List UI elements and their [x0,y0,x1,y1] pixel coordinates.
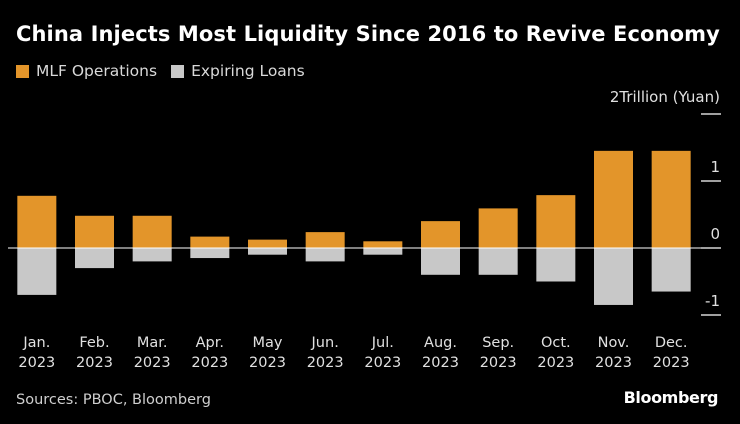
x-tick-year: 2023 [537,355,574,371]
bar-mlf-jul [363,241,403,248]
bar-mlf-oct [536,195,576,248]
x-tick-label: Sep. [482,335,514,351]
source-note: Sources: PBOC, Bloomberg [16,392,211,408]
bar-mlf-apr [190,236,230,248]
bar-expiring-jan [17,248,57,295]
x-tick-label: Jul. [371,335,394,351]
bar-mlf-mar [132,215,172,248]
x-tick-label: Apr. [196,335,224,351]
bar-mlf-aug [421,221,460,248]
legend-swatch-mlf [16,64,29,78]
x-tick-label: Feb. [79,335,109,351]
y-tick-label: 2Trillion (Yuan) [610,88,720,106]
x-tick-year: 2023 [653,355,690,371]
bar-expiring-apr [190,248,230,259]
x-tick-year: 2023 [480,355,517,371]
bar-mlf-sep [478,208,518,248]
x-tick-year: 2023 [595,355,632,371]
y-tick-label: 1 [710,158,720,176]
bar-expiring-mar [132,248,172,262]
bar-expiring-may [248,248,287,255]
x-tick-year: 2023 [18,355,55,371]
bloomberg-logo: Bloomberg [623,388,719,407]
y-tick-label: -1 [705,292,720,310]
x-tick-label: Jan. [22,335,50,351]
bar-expiring-dec [651,248,691,292]
legend-label-mlf: MLF Operations [36,62,158,80]
x-tick-label: Aug. [424,335,457,351]
chart-title: China Injects Most Liquidity Since 2016 … [16,22,720,46]
legend-item-expiring: Expiring Loans [171,62,305,80]
x-tick-label: May [253,335,283,351]
legend-label-expiring: Expiring Loans [191,62,305,80]
bar-mlf-may [248,239,287,248]
bar-mlf-jun [305,232,345,248]
bar-expiring-oct [536,248,576,282]
bar-expiring-aug [421,248,460,275]
x-tick-label: Dec. [655,335,688,351]
y-tick-label: 0 [710,225,720,243]
x-tick-year: 2023 [307,355,344,371]
bar-expiring-jun [305,248,345,262]
x-tick-year: 2023 [249,355,286,371]
legend: MLF Operations Expiring Loans [16,62,319,80]
bar-expiring-nov [594,248,633,305]
bar-mlf-jan [17,195,57,248]
x-tick-label: Mar. [137,335,168,351]
bar-expiring-sep [478,248,518,275]
x-tick-year: 2023 [364,355,401,371]
x-tick-year: 2023 [191,355,228,371]
x-tick-label: Oct. [541,335,571,351]
bar-mlf-feb [75,215,114,248]
x-tick-label: Nov. [598,335,630,351]
x-tick-label: Jun. [311,335,339,351]
bar-mlf-dec [651,150,691,248]
x-tick-year: 2023 [134,355,171,371]
x-tick-year: 2023 [422,355,459,371]
bar-expiring-feb [75,248,114,269]
bar-expiring-jul [363,248,403,255]
legend-swatch-expiring [171,64,185,78]
bar-mlf-nov [594,150,633,248]
x-tick-year: 2023 [76,355,113,371]
legend-item-mlf: MLF Operations [16,62,157,80]
